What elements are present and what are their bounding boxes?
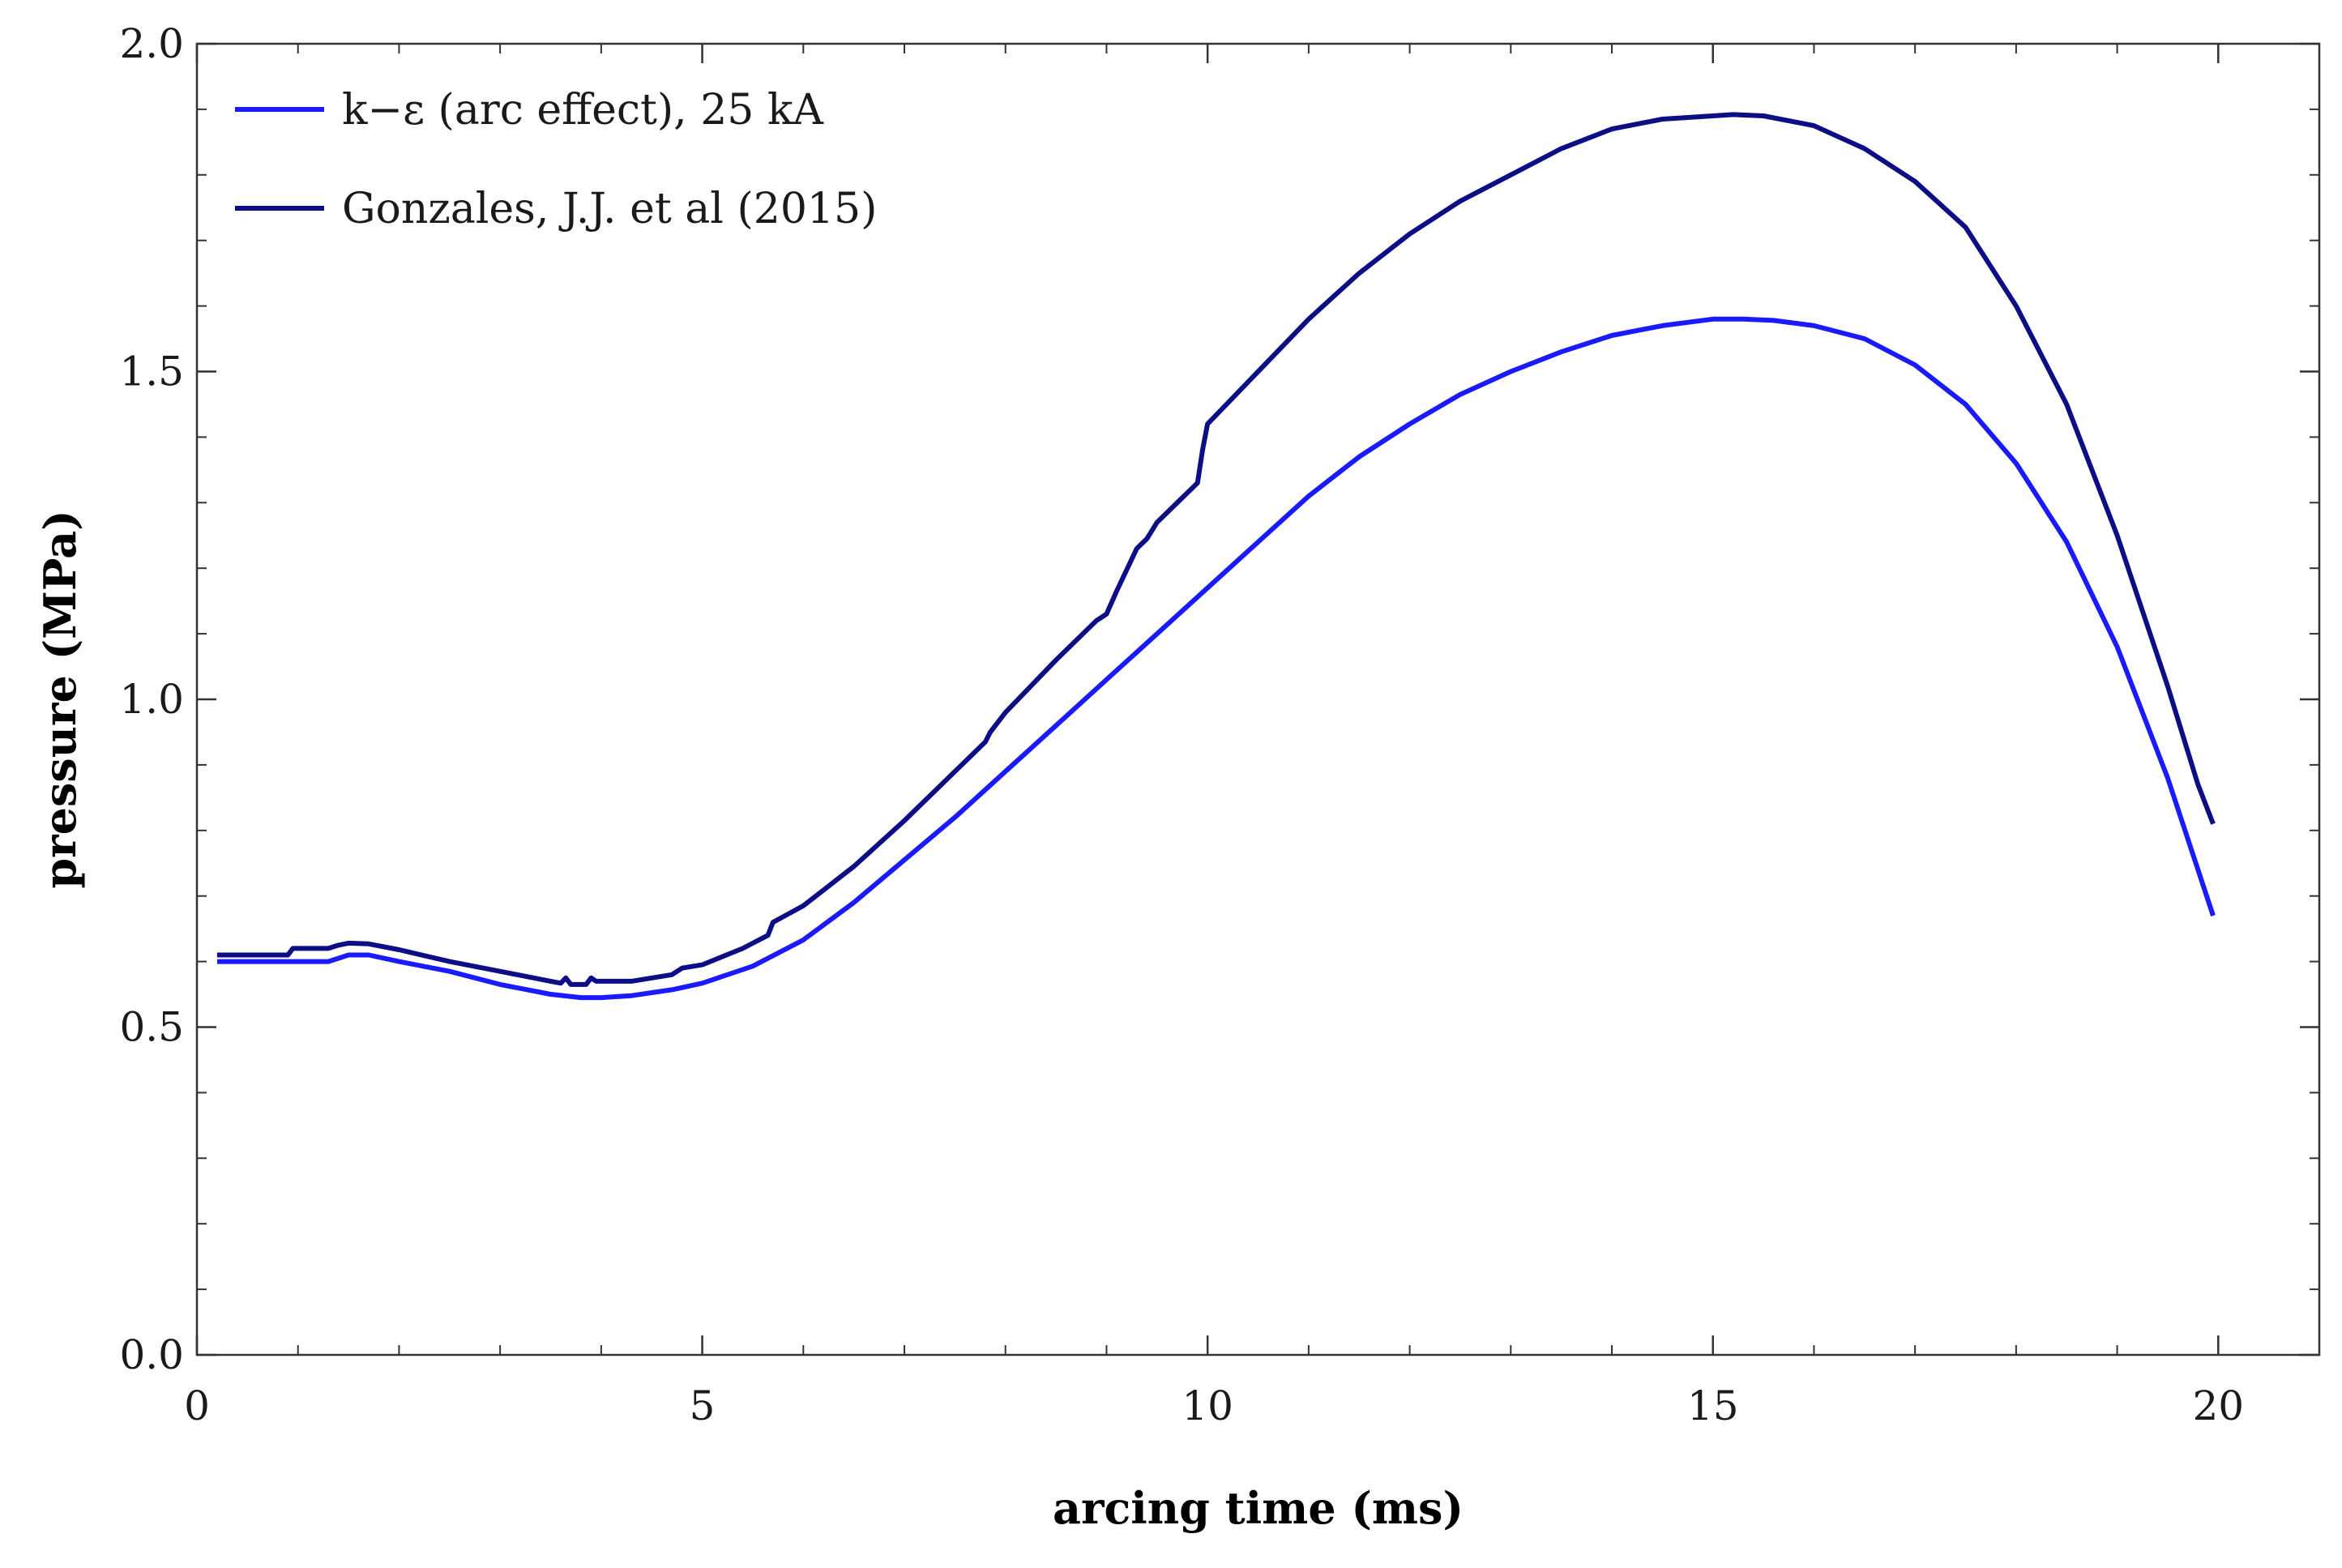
y-tick-label: 2.0 <box>119 20 184 67</box>
x-tick-labels: 0 5 10 15 20 <box>184 1382 2244 1429</box>
y-tick-label: 1.0 <box>119 676 184 723</box>
x-tick-label: 15 <box>1687 1382 1739 1429</box>
y-tick-label: 0.5 <box>119 1004 184 1051</box>
series-layer <box>216 112 2216 1001</box>
series-line-2 <box>216 112 2216 987</box>
x-tick-label: 5 <box>690 1382 716 1429</box>
x-tick-label: 20 <box>2192 1382 2244 1429</box>
x-tick-label: 10 <box>1182 1382 1233 1429</box>
legend-label-1: k−ε (arc effect), 25 kA <box>342 86 824 135</box>
y-tick-label: 1.5 <box>119 348 184 395</box>
y-tick-label: 0.0 <box>119 1331 184 1378</box>
series-line-1 <box>216 316 2216 1001</box>
x-tick-label: 0 <box>184 1382 210 1429</box>
plot-frame <box>195 42 2321 1357</box>
y-tick-labels: 0.0 0.5 1.0 1.5 2.0 <box>119 20 184 1378</box>
x-axis-title: arcing time (ms) <box>1053 1482 1464 1534</box>
minor-ticks <box>197 44 2320 1355</box>
y-axis-title: pressure (MPa) <box>34 510 86 888</box>
legend: k−ε (arc effect), 25 kA Gonzales, J.J. et… <box>235 86 877 233</box>
legend-label-2: Gonzales, J.J. et al (2015) <box>342 185 877 233</box>
